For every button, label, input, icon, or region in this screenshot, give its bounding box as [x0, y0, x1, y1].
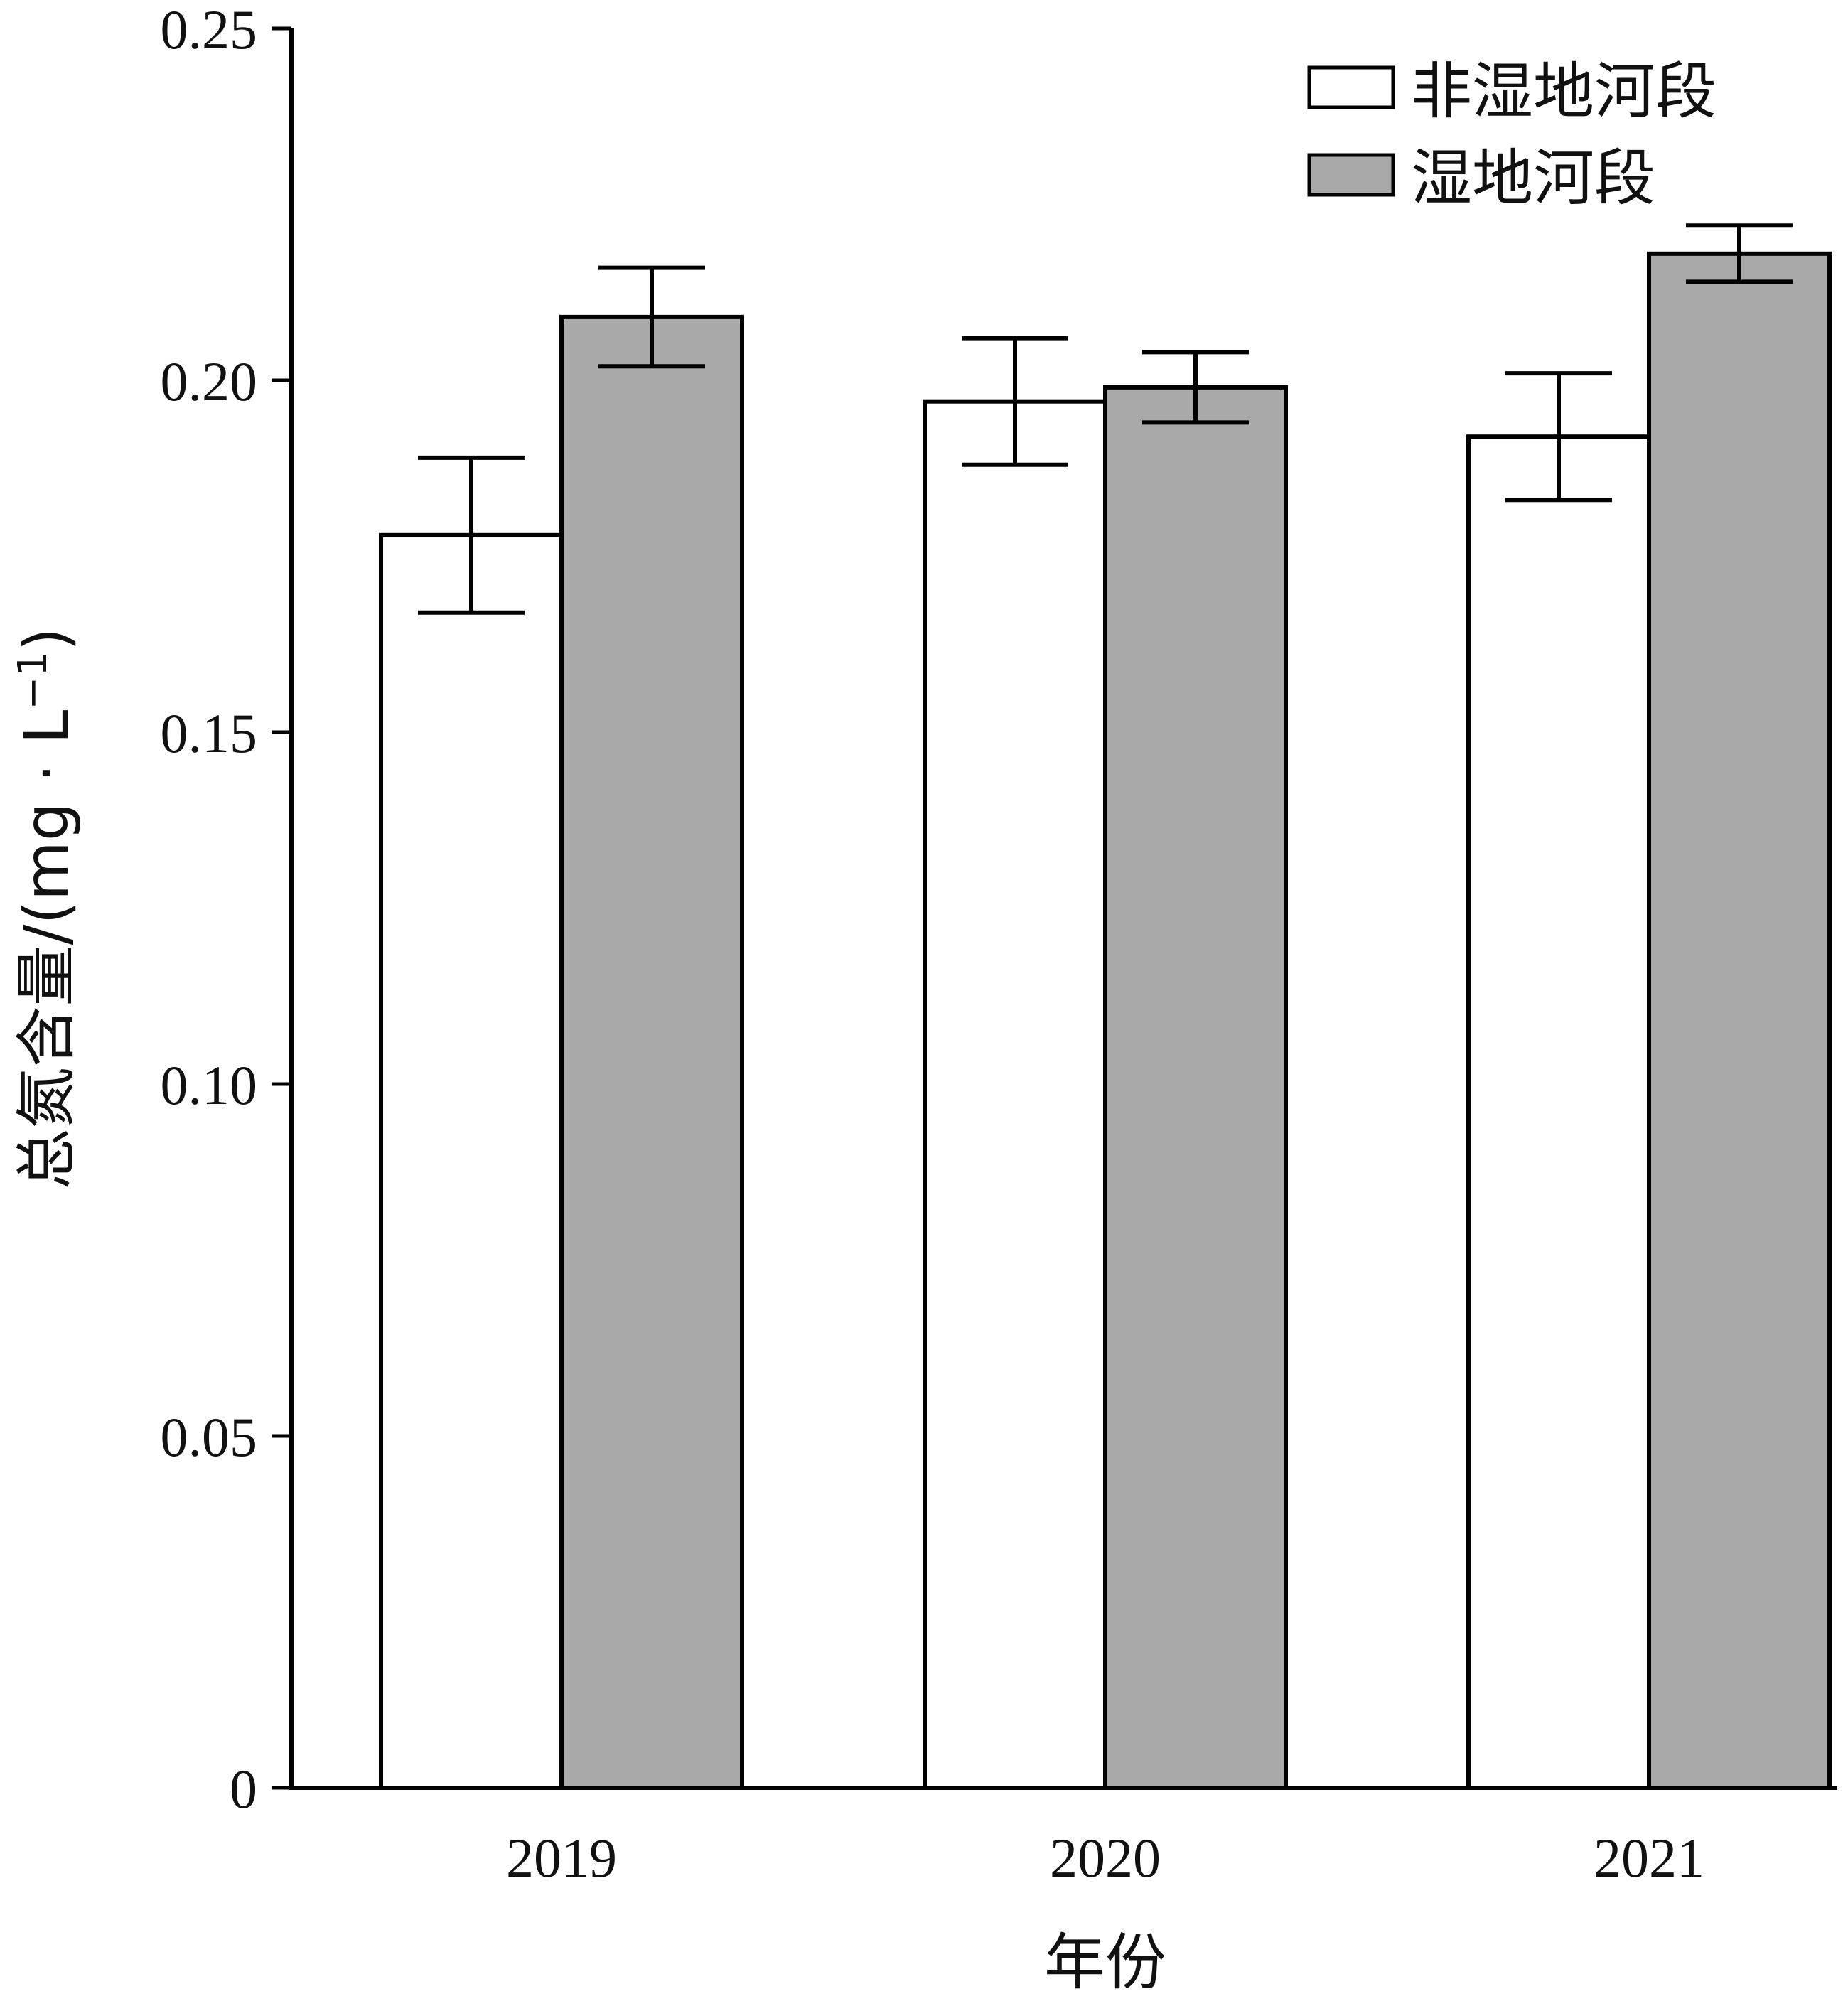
y-axis-title-unit-exponent: −1	[10, 651, 56, 710]
x-tick-label: 2019	[506, 1827, 617, 1889]
bar-wetland-2021	[1647, 251, 1832, 1790]
x-tick-labels: 2019 2020 2021	[506, 1827, 1704, 1889]
bars-layer	[379, 251, 1832, 1791]
bar-non-wetland-2020	[923, 399, 1107, 1791]
legend-label-wetland: 湿地河段	[1411, 143, 1655, 214]
y-tick-label: 0.15	[161, 702, 258, 764]
bar-wetland-2020	[1103, 385, 1288, 1790]
axes-layer	[289, 28, 1837, 1790]
y-tick-label: 0.10	[161, 1054, 258, 1116]
y-axis-title-main: 总氮含量/(mg · L	[11, 710, 82, 1190]
x-tick-label: 2021	[1594, 1827, 1704, 1889]
y-ticks: 0 0.05 0.10 0.15 0.20 0.25	[161, 0, 291, 1820]
x-axis-title: 年份	[1044, 1927, 1166, 1998]
y-tick-label: 0.25	[161, 0, 258, 60]
y-tick-label: 0.20	[161, 350, 258, 412]
bar-non-wetland-2021	[1466, 434, 1651, 1791]
legend-swatch-non-wetland	[1307, 65, 1395, 109]
y-tick-label: 0.05	[161, 1406, 258, 1468]
y-axis-title: 总氮含量/(mg · L−1)	[10, 628, 82, 1190]
error-bars-layer	[418, 223, 1793, 615]
legend: 非湿地河段 湿地河段	[1307, 56, 1717, 214]
bar-wetland-2019	[559, 314, 744, 1791]
bar-non-wetland-2019	[379, 532, 564, 1790]
legend-label-non-wetland: 非湿地河段	[1411, 56, 1717, 127]
legend-swatch-wetland	[1307, 153, 1395, 197]
x-tick-label: 2020	[1050, 1827, 1161, 1889]
y-tick-label: 0	[230, 1758, 257, 1820]
y-axis-title-close: )	[11, 628, 82, 652]
